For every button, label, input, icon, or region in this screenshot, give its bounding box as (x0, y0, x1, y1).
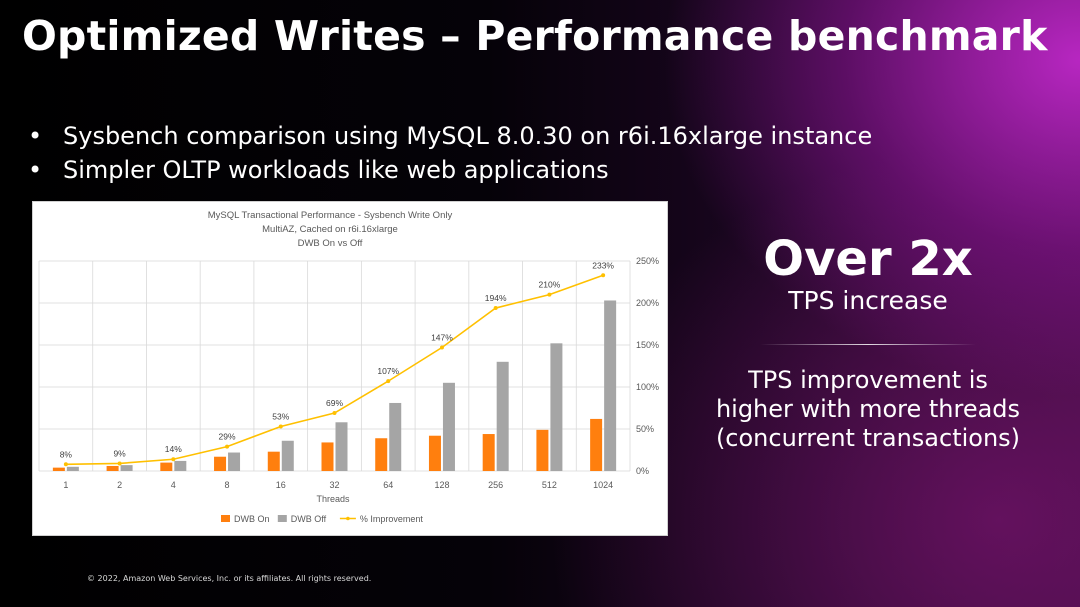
bar-dwb-off (66, 466, 79, 471)
data-label: 194% (485, 293, 507, 303)
data-label: 53% (272, 411, 289, 421)
x-tick-label: 64 (383, 480, 393, 490)
improvement-point (439, 345, 444, 350)
x-tick-label: 2 (117, 480, 122, 490)
bar-dwb-on (321, 442, 334, 471)
x-tick-label: 4 (171, 480, 176, 490)
chart-bars (52, 300, 617, 471)
big-stat-subtitle: TPS increase (788, 286, 948, 315)
bar-dwb-off (174, 460, 187, 471)
y2-tick-label: 0% (636, 466, 649, 476)
bar-dwb-on (214, 456, 227, 471)
bullet-list: Sysbench comparison using MySQL 8.0.30 o… (28, 119, 872, 187)
bar-dwb-off (281, 440, 294, 471)
data-label: 69% (326, 398, 343, 408)
x-tick-label: 1 (63, 480, 68, 490)
chart-panel: MySQL Transactional Performance - Sysben… (32, 201, 668, 536)
bar-dwb-on (536, 429, 549, 471)
legend-label: DWB On (234, 514, 270, 524)
legend-label: % Improvement (360, 514, 424, 524)
bullet-item: Sysbench comparison using MySQL 8.0.30 o… (28, 119, 872, 153)
bar-dwb-off (604, 300, 617, 471)
chart-improvement-line (63, 273, 606, 467)
legend-label: DWB Off (291, 514, 327, 524)
improvement-point (171, 457, 176, 462)
improvement-point (332, 411, 337, 416)
benchmark-chart: MySQL Transactional Performance - Sysben… (38, 210, 659, 524)
x-tick-label: 256 (488, 480, 503, 490)
bar-dwb-on (375, 438, 388, 471)
data-label: 107% (377, 366, 399, 376)
improvement-point (547, 292, 552, 297)
slide-title: Optimized Writes – Performance benchmark (22, 12, 1048, 60)
y2-tick-label: 200% (636, 298, 659, 308)
data-label: 233% (592, 260, 614, 270)
big-stat: Over 2x (763, 231, 973, 287)
legend-swatch-dwb-off (277, 515, 287, 522)
bar-dwb-on (482, 434, 495, 471)
note-line: (concurrent transactions) (715, 424, 1021, 452)
copyright-footer: © 2022, Amazon Web Services, Inc. or its… (87, 574, 372, 583)
y2-tick-label: 250% (636, 256, 659, 266)
bar-dwb-off (389, 402, 402, 471)
improvement-point (117, 461, 122, 466)
x-tick-label: 512 (542, 480, 557, 490)
bar-dwb-on (428, 435, 441, 471)
bar-dwb-off (228, 452, 241, 471)
bar-dwb-off (496, 361, 509, 471)
x-tick-label: 8 (225, 480, 230, 490)
x-tick-label: 32 (329, 480, 339, 490)
chart-legend: DWB On DWB Off % Improvement (221, 514, 423, 524)
bar-dwb-off (120, 465, 133, 471)
bar-dwb-on (267, 451, 280, 471)
y2-tick-label: 150% (636, 340, 659, 350)
x-tick-label: 16 (276, 480, 286, 490)
improvement-point (63, 462, 68, 467)
chart-gridlines (38, 260, 631, 472)
improvement-point (601, 273, 606, 278)
divider-line (760, 344, 976, 345)
data-label: 210% (539, 280, 561, 290)
bar-dwb-on (52, 467, 65, 471)
data-label: 147% (431, 333, 453, 343)
improvement-note: TPS improvement is higher with more thre… (690, 366, 1046, 453)
y2-tick-label: 50% (636, 424, 654, 434)
x-tick-label: 1024 (593, 480, 613, 490)
legend-marker-improvement (346, 516, 350, 521)
improvement-point (225, 444, 230, 449)
y2-tick-label: 100% (636, 382, 659, 392)
chart-title-line-2: MultiAZ, Cached on r6i.16xlarge (262, 224, 398, 235)
x-axis-title: Threads (316, 494, 350, 504)
legend-swatch-dwb-on (221, 515, 230, 522)
chart-title-line-3: DWB On vs Off (298, 238, 363, 249)
note-line: TPS improvement is (748, 366, 988, 394)
improvement-point (493, 306, 498, 311)
note-line: higher with more threads (715, 395, 1021, 423)
bar-dwb-on (160, 462, 173, 471)
bar-dwb-on (106, 465, 119, 471)
bar-dwb-off (550, 343, 563, 471)
data-label: 29% (219, 432, 236, 442)
data-label: 14% (165, 444, 182, 454)
data-label: 8% (60, 449, 73, 459)
bullet-item: Simpler OLTP workloads like web applicat… (28, 153, 872, 187)
bar-dwb-on (590, 418, 603, 471)
data-label: 9% (113, 448, 126, 458)
x-tick-label: 128 (434, 480, 449, 490)
bar-dwb-off (442, 382, 455, 471)
bar-dwb-off (335, 422, 348, 471)
chart-labels: 8% 9% 14% 29% 53% 69% 107% 147% 194% 210% 233% 1 2 4 8… (60, 256, 659, 490)
improvement-point (386, 379, 391, 384)
improvement-point (278, 424, 283, 429)
chart-title-line-1: MySQL Transactional Performance - Sysben… (208, 210, 453, 221)
